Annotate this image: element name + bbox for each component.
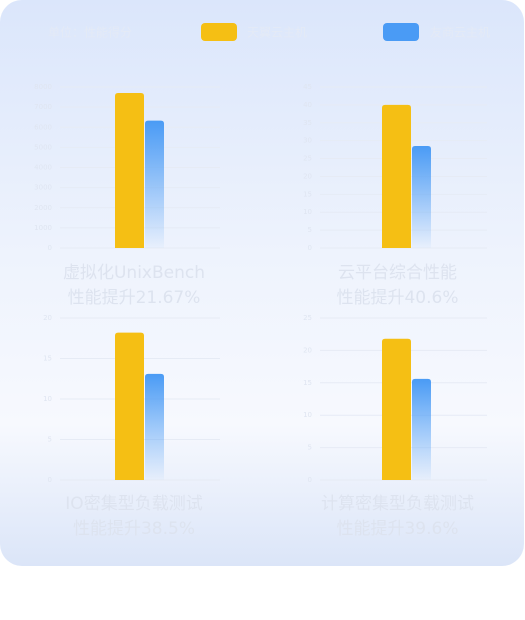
y-tick-label: 15 — [43, 355, 52, 363]
y-tick-label: 40 — [303, 101, 312, 109]
y-tick-label: 4000 — [34, 164, 52, 172]
y-tick-label: 20 — [43, 314, 52, 322]
legend-swatch — [383, 23, 419, 41]
chart-title: 计算密集型负载测试 — [321, 494, 474, 514]
chart-subtitle: 性能提升38.5% — [73, 519, 195, 539]
y-tick-label: 35 — [303, 119, 312, 127]
y-tick-label: 20 — [303, 346, 312, 354]
legend-label: 友商云主机 — [430, 25, 490, 40]
card — [0, 0, 524, 566]
y-tick-label: 3000 — [34, 184, 52, 192]
y-tick-label: 2000 — [34, 204, 52, 212]
y-tick-label: 5 — [308, 226, 312, 234]
chart-title: 虚拟化UnixBench — [63, 263, 205, 283]
y-tick-label: 0 — [48, 476, 52, 484]
y-tick-label: 10 — [303, 208, 312, 216]
bar — [382, 338, 411, 480]
y-tick-label: 7000 — [34, 103, 52, 111]
y-tick-label: 10 — [303, 411, 312, 419]
y-tick-label: 0 — [308, 476, 312, 484]
chart-title: 云平台综合性能 — [338, 263, 457, 283]
y-tick-label: 30 — [303, 137, 312, 145]
chart-subtitle: 性能提升39.6% — [336, 519, 458, 539]
y-tick-label: 25 — [303, 314, 312, 322]
y-tick-label: 0 — [308, 244, 312, 252]
y-tick-label: 5 — [48, 436, 52, 444]
bar — [145, 120, 164, 248]
bar — [115, 93, 144, 248]
y-tick-label: 5000 — [34, 143, 52, 151]
chart-title: IO密集型负载测试 — [65, 494, 202, 514]
bar — [115, 332, 144, 480]
y-tick-label: 8000 — [34, 83, 52, 91]
y-tick-label: 0 — [48, 244, 52, 252]
y-tick-label: 6000 — [34, 123, 52, 131]
y-tick-label: 15 — [303, 379, 312, 387]
bar — [382, 104, 411, 248]
y-tick-label: 5 — [308, 444, 312, 452]
legend-label: 天翼云主机 — [247, 26, 307, 40]
header-note: 单位：性能得分 — [48, 25, 132, 40]
chart-subtitle: 性能提升40.6% — [336, 288, 458, 308]
y-tick-label: 45 — [303, 83, 312, 91]
y-tick-label: 10 — [43, 395, 52, 403]
bar — [145, 373, 164, 480]
y-tick-label: 20 — [303, 172, 312, 180]
y-tick-label: 25 — [303, 155, 312, 163]
bar — [412, 146, 431, 248]
y-tick-label: 1000 — [34, 224, 52, 232]
chart-subtitle: 性能提升21.67% — [68, 288, 201, 308]
y-tick-label: 15 — [303, 190, 312, 198]
legend-swatch — [201, 23, 237, 41]
bar — [412, 378, 431, 480]
